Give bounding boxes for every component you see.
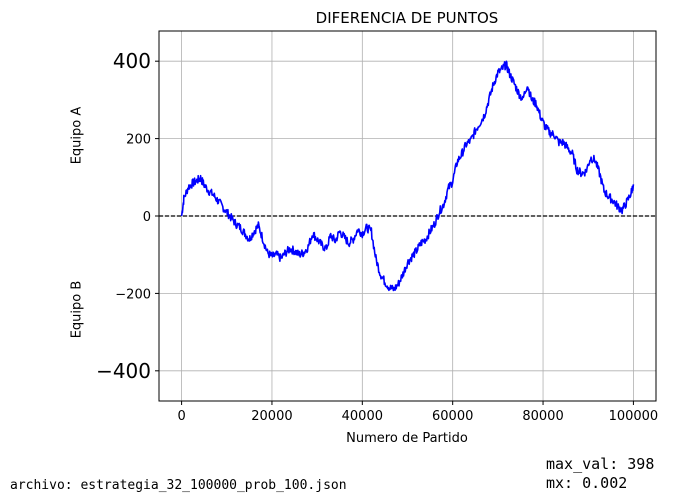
chart-title: DIFERENCIA DE PUNTOS [316,9,499,27]
grid [159,31,656,401]
x-axis: 0 20000 40000 60000 80000 100000 [177,401,658,424]
x-tick-label-1: 20000 [251,409,292,424]
y-tick-label-2: 0 [143,210,151,225]
x-tick-label-3: 60000 [432,409,473,424]
y-label-equipo-b: Equipo B [69,280,85,339]
x-tick-label-2: 40000 [342,409,383,424]
x-tick-label-4: 80000 [522,409,563,424]
footer-mx: mx: 0.002 [546,474,628,492]
y-tick-label-1: −200 [115,287,151,302]
series-line-0 [180,60,635,292]
x-axis-label: Numero de Partido [346,431,468,446]
x-tick-label-5: 100000 [609,409,659,424]
y-tick-label-4: 400 [113,49,151,73]
footer-archivo: archivo: estrategia_32_100000_prob_100.j… [10,478,347,493]
y-tick-label-0: −400 [96,359,151,383]
y-label-equipo-a: Equipo A [69,106,85,165]
y-tick-label-3: 200 [126,133,151,148]
x-tick-label-0: 0 [177,409,185,424]
footer-max-val: max_val: 398 [546,455,655,473]
series-layer [159,60,656,292]
y-axis: −400 −200 0 200 400 [96,49,159,383]
